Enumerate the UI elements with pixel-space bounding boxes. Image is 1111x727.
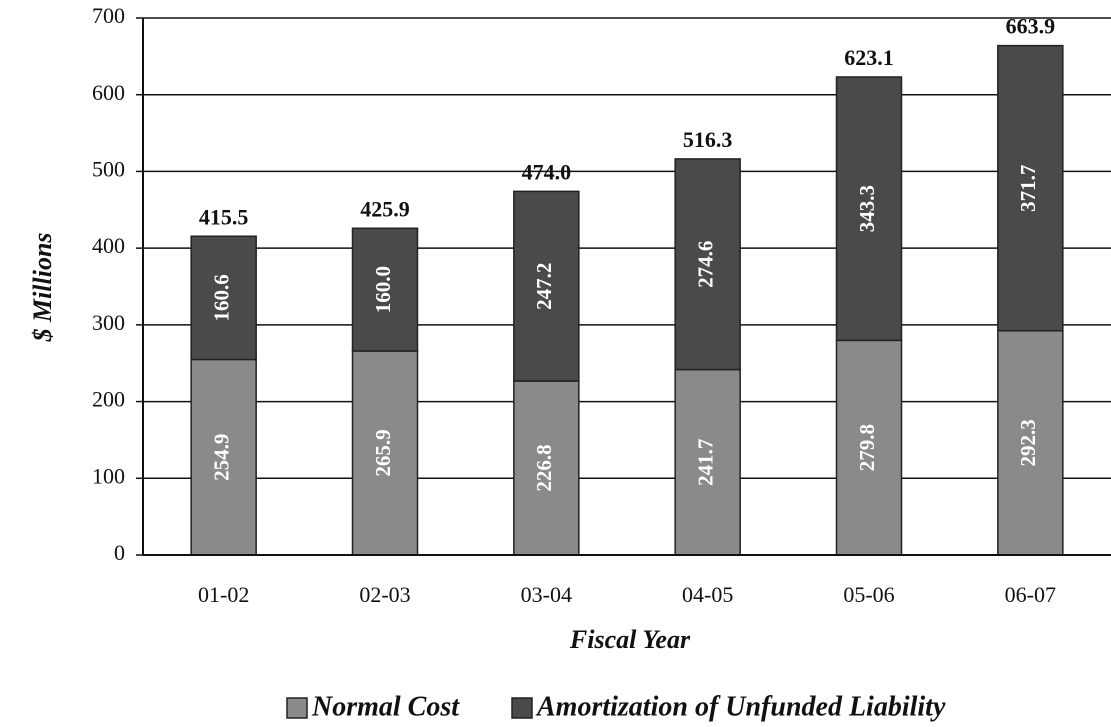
y-tick-label: 400	[92, 233, 125, 258]
total-label: 516.3	[683, 127, 733, 152]
segment-label: 371.7	[1016, 165, 1040, 212]
y-tick-label: 500	[92, 156, 125, 181]
segment-label: 247.2	[532, 263, 556, 310]
segment-label: 279.8	[855, 424, 879, 471]
bar-segment	[997, 44, 1064, 332]
segment-label: 265.9	[371, 429, 395, 476]
total-label: 415.5	[199, 204, 249, 229]
x-tick-label: 06-07	[1005, 582, 1056, 607]
y-tick-label: 100	[92, 463, 125, 488]
bar-segment	[351, 227, 419, 352]
x-tick-label: 05-06	[843, 582, 894, 607]
total-label: 663.9	[1006, 14, 1056, 39]
x-tick-label: 02-03	[359, 582, 410, 607]
segment-label: 241.7	[693, 439, 717, 486]
y-tick-label: 300	[92, 310, 125, 335]
segment-label: 292.3	[1016, 419, 1040, 466]
x-axis-title: Fiscal Year	[569, 625, 691, 654]
segment-label: 274.6	[693, 241, 717, 288]
legend-swatch	[511, 697, 533, 719]
bar-segment	[190, 235, 257, 361]
y-tick-label: 0	[114, 540, 125, 565]
segment-label: 254.9	[209, 434, 233, 481]
y-tick-label: 600	[92, 80, 125, 105]
segment-label: 160.6	[209, 274, 233, 321]
total-label: 425.9	[360, 196, 410, 221]
total-label: 623.1	[844, 45, 894, 70]
segment-label: 343.3	[855, 185, 879, 232]
x-tick-label: 03-04	[521, 582, 572, 607]
bar-segment	[513, 190, 580, 382]
y-tick-label: 700	[92, 3, 125, 28]
bar-segment	[835, 76, 903, 342]
bar-segment	[351, 350, 419, 556]
segment-label: 160.0	[371, 266, 395, 313]
x-tick-label: 01-02	[198, 582, 249, 607]
legend-label: Normal Cost	[311, 691, 460, 722]
bar-segment	[835, 339, 903, 556]
y-tick-label: 200	[92, 387, 125, 412]
bar-segment	[513, 380, 580, 556]
x-tick-label: 04-05	[682, 582, 733, 607]
y-axis-title: $ Millions	[28, 232, 57, 342]
legend-label: Amortization of Unfunded Liability	[535, 691, 946, 722]
bar-segment	[674, 158, 741, 371]
segment-label: 226.8	[532, 444, 556, 491]
bar-segment	[190, 358, 257, 556]
total-label: 474.0	[522, 159, 572, 184]
legend-swatch	[286, 697, 308, 719]
